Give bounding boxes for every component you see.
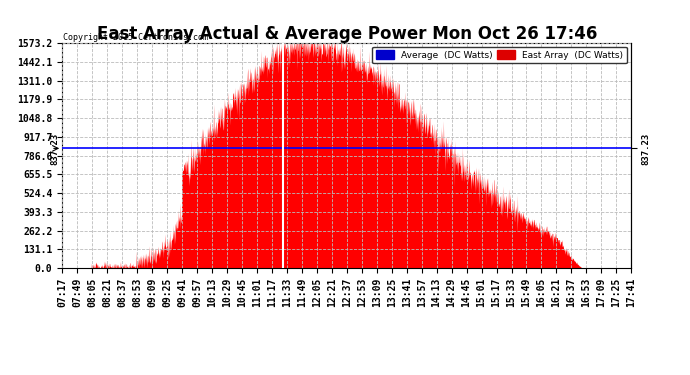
Legend: Average  (DC Watts), East Array  (DC Watts): Average (DC Watts), East Array (DC Watts…: [372, 46, 627, 63]
Text: 837.23: 837.23: [50, 132, 59, 165]
Title: East Array Actual & Average Power Mon Oct 26 17:46: East Array Actual & Average Power Mon Oc…: [97, 25, 597, 43]
Text: Copyright 2015 Certronics.com: Copyright 2015 Certronics.com: [63, 33, 208, 42]
